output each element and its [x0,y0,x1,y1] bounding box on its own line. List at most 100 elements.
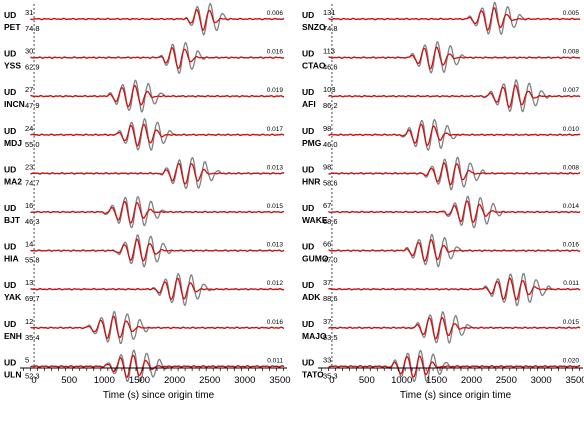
amplitude-label: 0.007 [563,87,580,94]
distance-label: 53.5 [323,333,338,342]
distance-label: 55.8 [25,256,40,265]
station-label: GUMO [302,254,329,264]
x-tick-label: 2500 [199,375,220,386]
component-label: UD [302,319,314,329]
synthetic-waveform [328,46,581,70]
x-tick-label: 500 [359,375,375,386]
distance-label: 46.0 [323,140,338,149]
azimuth-label: 66 [323,240,331,249]
amplitude-label: 0.017 [267,126,284,133]
amplitude-label: 0.005 [563,10,580,17]
trace-row-gumo: UD GUMO 66 47.0 0.016 [302,233,581,268]
amplitude-label: 0.012 [267,280,284,287]
x-tick-label: 500 [61,375,77,386]
synthetic-waveform [328,200,581,223]
x-axis-label: Time (s) since origin time [400,390,512,401]
station-label: ULN [4,369,21,379]
left-panel: UD PET 31 74.8 0.006 UD YSS 30 62.9 0.016 UD INCN27… [4,2,291,401]
component-label: UD [4,357,16,367]
azimuth-label: 103 [323,85,336,94]
component-label: UD [4,280,16,290]
amplitude-label: 0.008 [563,164,580,171]
component-label: UD [302,126,314,136]
component-label: UD [302,164,314,174]
amplitude-label: 0.016 [267,319,284,326]
right-panel: UD SNZO 131 74.8 0.005 UD CTAO 113 46.6 0.008 UD AF… [302,1,584,401]
x-tick-label: 3000 [531,375,552,386]
synthetic-waveform [30,354,285,379]
azimuth-label: 5 [25,355,29,364]
x-tick-label: 1500 [129,375,150,386]
distance-label: 35.3 [323,371,338,380]
trace-row-tato: UD TATO 33 35.3 0.020 [302,349,581,383]
x-axis-label: Time (s) since origin time [103,390,215,401]
trace-row-ctao: UD CTAO 113 46.6 0.008 [302,40,581,74]
component-label: UD [4,87,16,97]
x-tick-label: 0 [329,375,334,386]
station-label: ADK [302,292,321,302]
station-label: PET [4,22,21,32]
amplitude-label: 0.016 [563,242,580,249]
synthetic-waveform [328,162,581,186]
distance-label: 74.8 [25,24,40,33]
x-tick-label: 3000 [234,375,255,386]
station-label: CTAO [302,61,326,71]
distance-label: 68.6 [323,217,338,226]
amplitude-label: 0.011 [563,280,579,287]
distance-label: 62.9 [25,63,40,72]
component-label: UD [302,280,314,290]
distance-label: 47.9 [25,101,40,110]
x-tick-label: 1500 [426,375,447,386]
synthetic-waveform [30,84,284,108]
trace-row-snzo: UD SNZO 131 74.8 0.005 [302,1,581,36]
azimuth-label: 31 [25,8,33,17]
synthetic-waveform [30,315,285,339]
component-label: UD [302,203,314,213]
component-label: UD [302,357,314,367]
synthetic-waveform [30,162,285,185]
station-label: WAKE [302,215,328,225]
station-label: PMG [302,138,322,148]
amplitude-label: 0.008 [563,49,580,56]
amplitude-label: 0.014 [563,203,580,210]
distance-label: 47.0 [323,256,338,265]
station-label: HNR [302,176,320,186]
synthetic-waveform [328,6,581,31]
azimuth-label: 98 [323,124,331,133]
distance-label: 86.2 [323,101,338,110]
component-label: UD [4,10,16,20]
amplitude-label: 0.015 [563,319,580,326]
station-label: MA2 [4,176,22,186]
trace-row-uln: UD ULN 5 52.3 0.011 [4,349,285,383]
distance-label: 88.6 [323,294,338,303]
distance-label: 74.7 [25,178,40,187]
azimuth-label: 33 [323,355,331,364]
distance-label: 74.8 [323,24,338,33]
x-tick-label: 2000 [164,375,185,386]
component-label: UD [4,164,16,174]
station-label: MAJO [302,331,327,341]
component-label: UD [4,49,16,59]
station-label: YAK [4,292,22,302]
station-label: YSS [4,61,21,71]
azimuth-label: 23 [25,162,33,171]
observed-waveform [328,1,581,36]
station-label: ENH [4,331,22,341]
synthetic-waveform [30,277,285,300]
component-label: UD [302,10,314,20]
x-tick-label: 1000 [391,375,412,386]
azimuth-label: 67 [323,201,331,210]
x-tick-label: 3500 [269,375,290,386]
synthetic-waveform [328,84,581,109]
distance-label: 69.7 [25,294,40,303]
amplitude-label: 0.019 [267,87,284,94]
synthetic-waveform [30,47,285,70]
station-label: HIA [4,254,19,264]
amplitude-label: 0.016 [267,49,284,56]
trace-row-pet: UD PET 31 74.8 0.006 [4,2,285,36]
